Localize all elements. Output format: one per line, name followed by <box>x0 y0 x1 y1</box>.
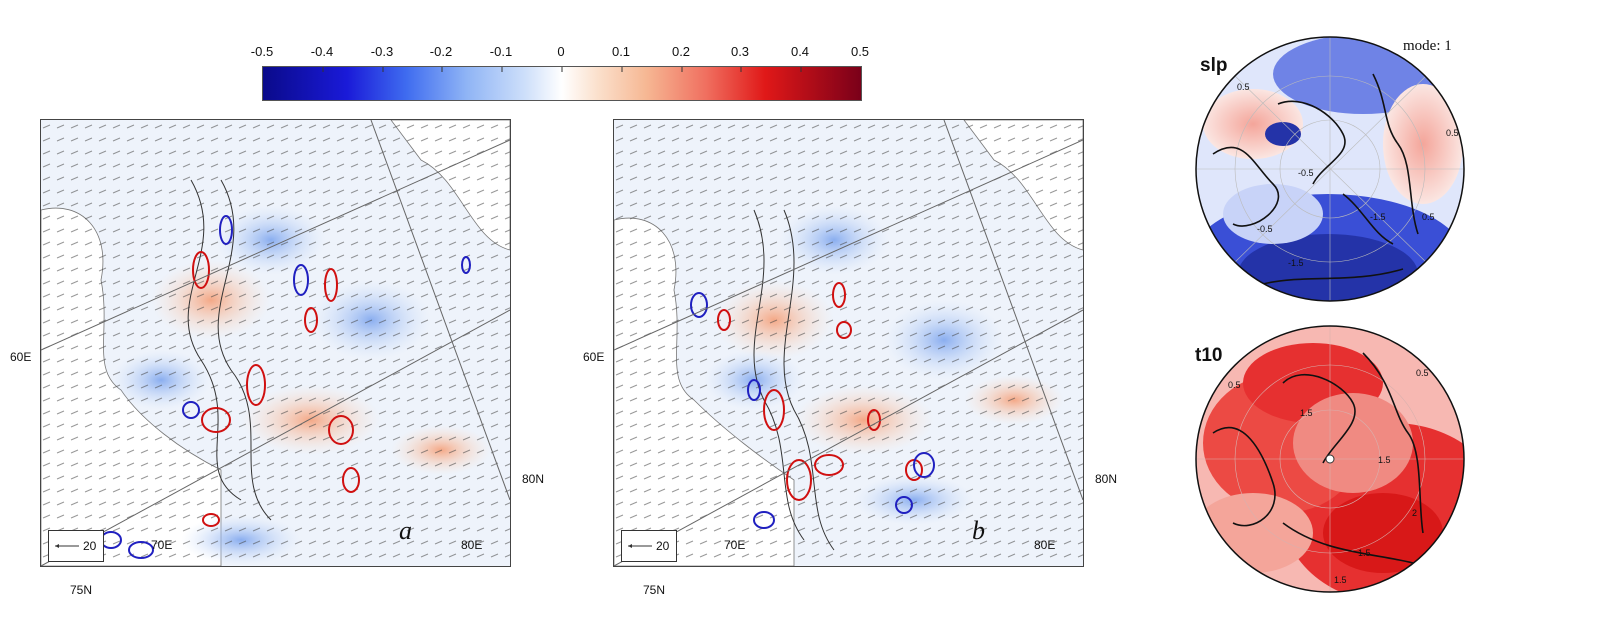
colorbar-tick: -0.2 <box>429 44 453 59</box>
colorbar-tick: -0.1 <box>489 44 513 59</box>
colorbar-tick: 0 <box>557 44 565 59</box>
latitude-label: 80N <box>1095 472 1118 486</box>
contour-label: -0.5 <box>1298 168 1314 178</box>
globe-title: t10 <box>1195 345 1223 366</box>
colorbar-tick: 0.3 <box>730 44 750 59</box>
vector-reference-legend: 20 <box>48 530 104 562</box>
longitude-label: 80E <box>1034 538 1056 552</box>
contour-label: 0.5 <box>1422 212 1435 222</box>
colorbar-tick: 0.5 <box>850 44 870 59</box>
latitude-label: 75N <box>643 583 666 597</box>
contour-label: 1.5 <box>1334 575 1347 585</box>
contour-label: 0.5 <box>1237 82 1250 92</box>
slp-globe <box>1195 36 1465 302</box>
contour-label: -1.5 <box>1370 212 1386 222</box>
colorbar-tick: -0.5 <box>250 44 274 59</box>
globe-title: slp <box>1200 55 1228 76</box>
latitude-label: 80N <box>522 472 545 486</box>
vector-reference-value: 20 <box>83 539 97 553</box>
longitude-label: 60E <box>10 350 32 364</box>
map-panel-b: 20 b 70E 80E <box>613 119 1084 567</box>
longitude-label: 70E <box>724 538 746 552</box>
longitude-label: 70E <box>151 538 173 552</box>
contour-label: -0.5 <box>1257 224 1273 234</box>
longitude-label: 80E <box>461 538 483 552</box>
contour-label: 2 <box>1412 508 1418 518</box>
colorbar-gradient <box>262 66 862 101</box>
colorbar-tick: 0.4 <box>790 44 810 59</box>
contour-label: -1.5 <box>1288 258 1304 268</box>
longitude-label: 60E <box>583 350 605 364</box>
colorbar-tick: 0.2 <box>671 44 691 59</box>
map-panel-a: 20 a 70E 80E <box>40 119 511 567</box>
contour-label: 0.5 <box>1228 380 1241 390</box>
latitude-label: 75N <box>70 583 93 597</box>
colorbar-tick: -0.3 <box>370 44 394 59</box>
panel-letter: a <box>399 516 412 545</box>
colorbar-tick: -0.4 <box>310 44 334 59</box>
mode-label: mode: 1 <box>1403 38 1452 54</box>
contour-label: 1.5 <box>1378 455 1391 465</box>
contour-label: 1.5 <box>1300 408 1313 418</box>
vector-reference-legend: 20 <box>621 530 677 562</box>
contour-label: 0.5 <box>1416 368 1429 378</box>
contour-label: 1.5 <box>1358 548 1371 558</box>
panel-letter: b <box>972 516 985 545</box>
t10-globe <box>1195 325 1465 593</box>
contour-label: 0.5 <box>1446 128 1459 138</box>
colorbar-tick: 0.1 <box>611 44 631 59</box>
vector-reference-value: 20 <box>656 539 670 553</box>
